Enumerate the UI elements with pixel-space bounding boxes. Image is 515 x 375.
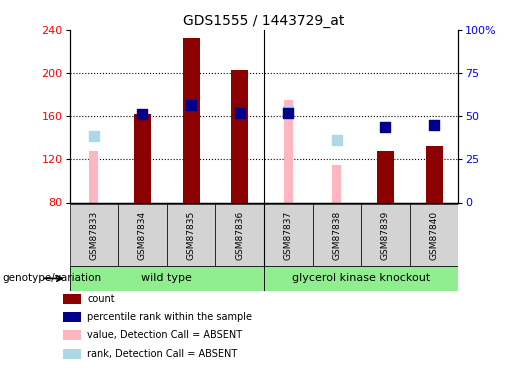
Point [90,133,98,139]
Bar [63,312,81,322]
Bar [264,204,313,266]
Bar [70,266,264,291]
Bar [333,165,341,202]
Point [139,111,147,117]
Bar [425,147,442,202]
Point [235,110,244,116]
Bar [235,70,244,202]
Bar [63,294,81,304]
Bar [313,204,361,266]
Bar [284,100,293,202]
Text: GSM87834: GSM87834 [138,211,147,260]
Bar [167,204,215,266]
Point [284,108,293,114]
Text: GSM87836: GSM87836 [235,211,244,260]
Text: GSM87833: GSM87833 [89,211,98,260]
Bar [118,204,167,266]
Bar [264,266,458,291]
Text: GSM87839: GSM87839 [381,211,390,260]
Point [284,110,293,116]
Bar [70,204,118,266]
Bar [90,151,98,202]
Bar [377,151,394,202]
Bar [134,114,151,202]
Point [430,122,438,128]
Text: GSM87840: GSM87840 [430,211,439,260]
Bar [63,349,81,358]
Text: GSM87837: GSM87837 [284,211,293,260]
Title: GDS1555 / 1443729_at: GDS1555 / 1443729_at [183,13,345,28]
Point [187,102,195,108]
Bar [361,204,410,266]
Bar [182,38,199,203]
Bar [410,204,458,266]
Text: glycerol kinase knockout: glycerol kinase knockout [292,273,430,284]
Text: genotype/variation: genotype/variation [3,273,101,284]
Point [381,124,389,130]
Text: GSM87835: GSM87835 [186,211,196,260]
Text: wild type: wild type [141,273,192,284]
Bar [215,204,264,266]
Text: count: count [87,294,115,304]
Bar [63,330,81,340]
Point [333,137,341,143]
Bar [231,70,248,202]
Text: rank, Detection Call = ABSENT: rank, Detection Call = ABSENT [87,348,237,358]
Text: value, Detection Call = ABSENT: value, Detection Call = ABSENT [87,330,242,340]
Text: GSM87838: GSM87838 [332,211,341,260]
Text: percentile rank within the sample: percentile rank within the sample [87,312,252,322]
